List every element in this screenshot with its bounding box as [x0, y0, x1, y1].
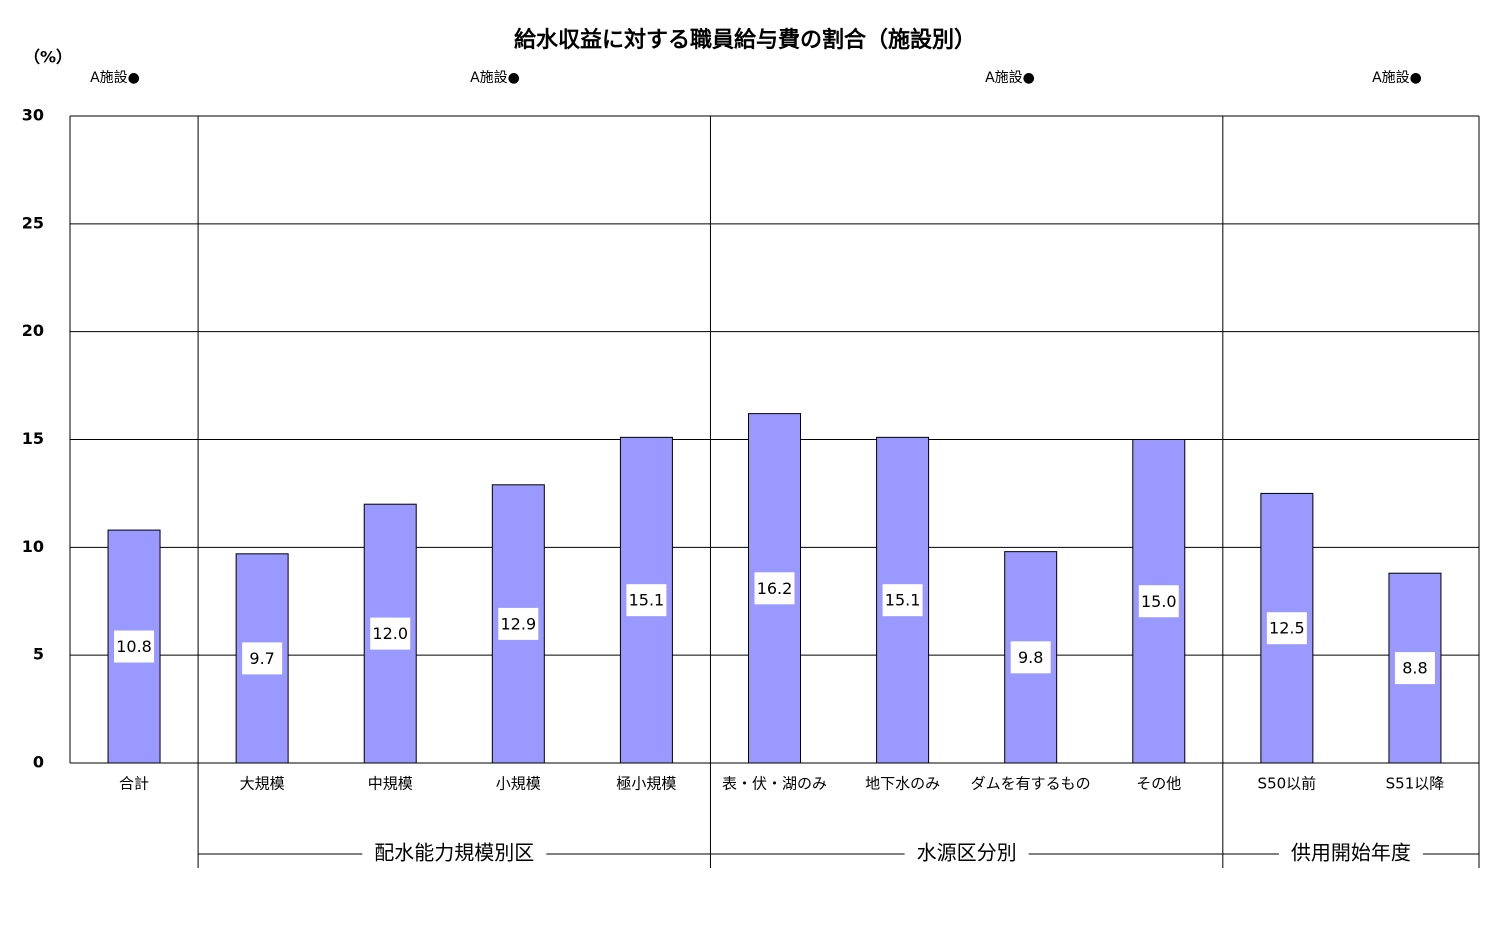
x-tick-label: 中規模 [368, 775, 413, 793]
group-label: 配水能力規模別区 [374, 841, 534, 865]
y-tick-label: 20 [22, 321, 44, 340]
group-label: 供用開始年度 [1291, 841, 1411, 865]
x-tick-label: 小規模 [496, 775, 541, 793]
data-label: 16.2 [757, 579, 793, 598]
x-tick-label: 極小規模 [616, 775, 676, 793]
y-tick-label: 5 [33, 645, 44, 664]
annotation: A施設● [470, 70, 520, 86]
group-label: 水源区分別 [917, 841, 1017, 865]
data-label-box [1010, 641, 1051, 674]
data-label-box [882, 584, 923, 617]
data-label: 10.8 [116, 637, 152, 656]
data-label: 9.7 [249, 649, 274, 668]
x-tick-label: S50以前 [1258, 775, 1317, 793]
annotation: A施設● [1372, 70, 1422, 86]
data-label: 12.9 [501, 614, 537, 633]
data-label-box [242, 642, 283, 675]
data-label-box [754, 572, 795, 605]
data-label: 9.8 [1018, 648, 1043, 667]
data-label-box [1394, 652, 1435, 685]
x-tick-label: 地下水のみ [865, 775, 940, 793]
y-tick-label: 25 [22, 213, 44, 232]
x-tick-label: S51以降 [1386, 775, 1445, 793]
group-label-bg [1278, 840, 1423, 868]
data-label: 12.0 [372, 624, 408, 643]
x-tick-label: 表・伏・湖のみ [722, 775, 827, 793]
y-tick-label: 15 [22, 429, 44, 448]
data-label-box [626, 584, 667, 617]
x-tick-label: 合計 [119, 775, 149, 793]
data-label-box [1266, 612, 1307, 645]
data-label: 15.1 [885, 591, 921, 610]
data-label: 15.1 [629, 591, 665, 610]
data-label: 8.8 [1402, 659, 1427, 678]
annotation: A施設● [90, 70, 140, 86]
data-label-box [370, 617, 411, 650]
data-label-box [498, 607, 539, 640]
x-tick-label: その他 [1136, 775, 1181, 793]
y-tick-label: 0 [33, 753, 44, 772]
y-axis-unit: （%） [24, 48, 72, 67]
annotation: A施設● [985, 70, 1035, 86]
data-label-box [114, 630, 155, 663]
chart-title: 給水収益に対する職員給与費の割合（施設別） [514, 27, 976, 53]
data-label: 12.5 [1269, 619, 1305, 638]
group-label-bg [362, 840, 547, 868]
group-label-bg [904, 840, 1029, 868]
data-label: 15.0 [1141, 592, 1177, 611]
data-label-box [1138, 585, 1179, 618]
x-tick-label: 大規模 [240, 775, 285, 793]
y-tick-label: 30 [22, 106, 44, 125]
x-tick-label: ダムを有するもの [971, 775, 1091, 793]
y-tick-label: 10 [22, 537, 44, 556]
